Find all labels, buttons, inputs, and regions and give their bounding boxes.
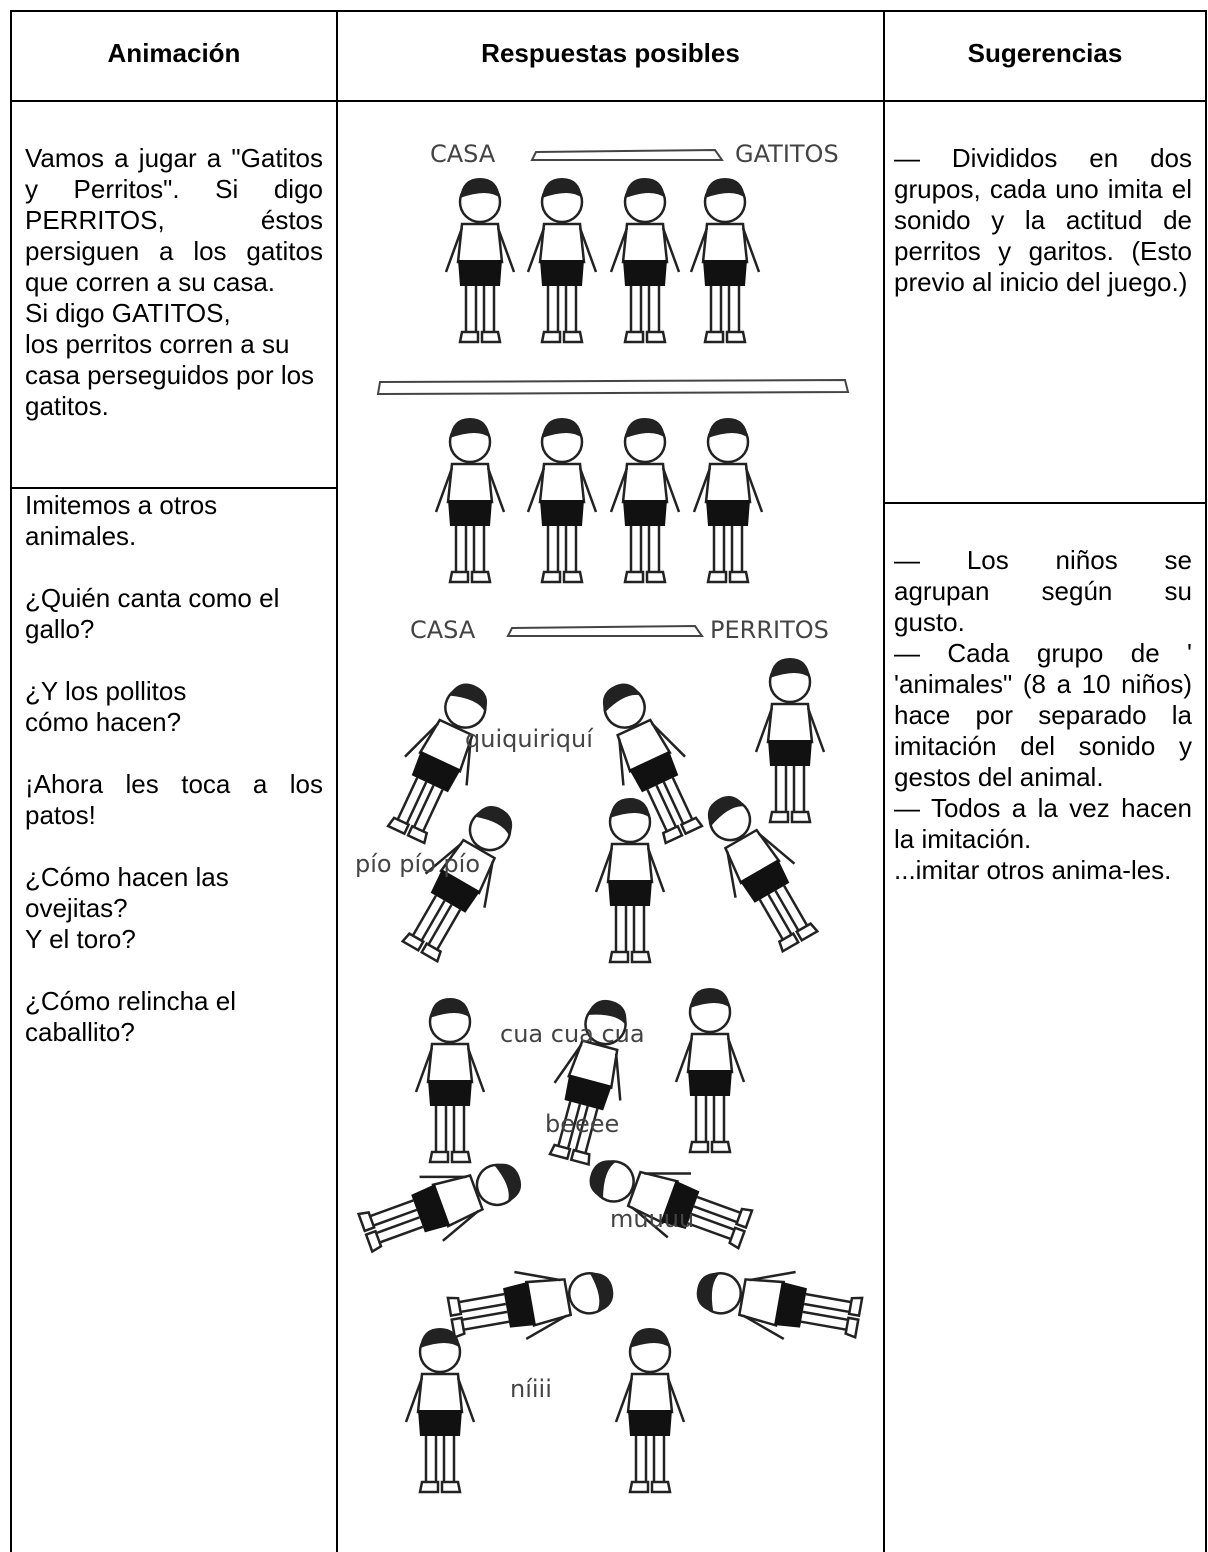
paragraph: — Los niños se agrupan según su gusto. <box>894 545 1192 637</box>
middle-bar <box>376 378 850 396</box>
paragraph: ¿Y los pollitos cómo hacen? <box>25 676 187 737</box>
table-border <box>10 10 12 1552</box>
label: beeee <box>545 1110 619 1138</box>
paragraph: ¿Cómo hacen las ovejitas? <box>25 862 229 923</box>
table-border <box>10 100 1207 102</box>
label: pío pío pío <box>355 850 480 878</box>
illustration: CASA GATITOS CASA PERRITOS quiquiriquí p… <box>352 140 866 1494</box>
table-border <box>10 10 1207 12</box>
label: GATITOS <box>735 140 839 168</box>
paragraph: ...imitar otros anima-les. <box>894 855 1172 885</box>
label: PERRITOS <box>710 616 829 644</box>
table-border <box>883 10 885 1552</box>
figures <box>434 416 764 584</box>
label: muuuu <box>610 1205 694 1233</box>
paragraph: Imitemos a otros animales. <box>25 490 218 551</box>
paragraph: ¡Ahora les toca a los patos! <box>25 769 323 830</box>
label: CASA <box>410 616 476 644</box>
table-border <box>1205 10 1207 1552</box>
house-bar <box>506 624 704 637</box>
cell: Vamos a jugar a "Gatitos y Perritos". Si… <box>25 143 323 422</box>
header: Sugerencias <box>967 38 1123 68</box>
paragraph: Vamos a jugar a "Gatitos y Perritos". Si… <box>25 143 323 297</box>
paragraph: Si digo GATITOS, <box>25 298 231 328</box>
paragraph: los perritos corren a su casa perseguido… <box>25 329 315 421</box>
figures <box>352 656 866 1494</box>
cell: — Los niños se agrupan según su gusto. —… <box>894 545 1192 886</box>
paragraph: — Todos a la vez hacen la imitación. <box>894 793 1192 854</box>
table-border <box>883 502 1207 504</box>
paragraph: Y el toro? <box>25 924 136 954</box>
header: Animación <box>107 38 241 68</box>
header: Respuestas posibles <box>481 38 740 68</box>
label: CASA <box>430 140 496 168</box>
paragraph: ¿Quién canta como el gallo? <box>25 583 280 644</box>
table-border <box>10 487 337 489</box>
figures <box>444 176 761 344</box>
house-bar <box>530 148 724 161</box>
table-border <box>336 10 338 1552</box>
cell: — Divididos en dos grupos, cada uno imit… <box>894 143 1192 298</box>
cell: Imitemos a otros animales. ¿Quién canta … <box>25 490 323 1048</box>
label: cua cua cua <box>500 1020 645 1048</box>
paragraph: ¿Cómo relincha el caballito? <box>25 986 236 1047</box>
label: níiii <box>510 1375 552 1403</box>
paragraph: — Divididos en dos grupos, cada uno imit… <box>894 143 1192 297</box>
label: quiquiriquí <box>465 725 594 753</box>
paragraph: — Cada grupo de ' 'animales" (8 a 10 niñ… <box>894 638 1192 792</box>
